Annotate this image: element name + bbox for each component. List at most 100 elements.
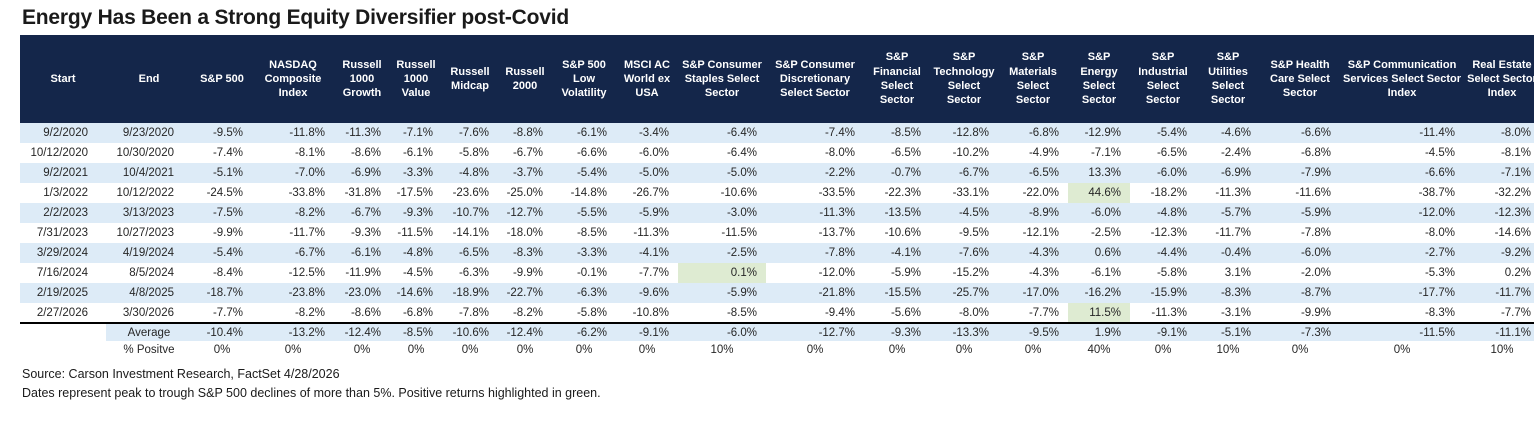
return-cell: -8.7%: [1260, 283, 1340, 303]
return-cell: -25.0%: [506, 187, 543, 199]
return-cell: -2.0%: [1300, 267, 1331, 279]
return-cell: -7.1%: [1090, 147, 1121, 159]
return-cell: -22.0%: [1022, 187, 1059, 199]
average-value: -12.4%: [334, 322, 390, 341]
column-header: S&P Utilities Select Sector: [1196, 35, 1260, 123]
return-cell: -10.6%: [720, 187, 757, 199]
pct-positive-value: 0%: [1130, 341, 1196, 359]
return-cell: -4.6%: [1196, 123, 1260, 143]
return-cell: -9.5%: [958, 227, 989, 239]
return-cell: -8.3%: [1424, 306, 1455, 319]
column-header: S&P Industrial Select Sector: [1130, 35, 1196, 123]
average-value: -9.3%: [864, 322, 930, 341]
return-cell: -3.3%: [390, 163, 442, 183]
table-row: 7/31/2023 10/27/2023 -9.9% -11.7% -9.3% -11.5…: [20, 223, 1534, 243]
return-cell: -9.4%: [824, 306, 855, 319]
return-cell: -12.8%: [930, 123, 998, 143]
return-cell: -31.8%: [344, 187, 381, 199]
return-cell: -6.0%: [638, 147, 669, 159]
column-header: S&P 500: [192, 35, 252, 123]
return-cell: -14.6%: [390, 283, 442, 303]
return-cell: -8.1%: [294, 147, 325, 159]
return-cell: -26.7%: [632, 187, 669, 199]
return-cell: -2.4%: [1220, 147, 1251, 159]
table-row: 2/19/2025 4/8/2025 -18.7% -23.8% -23.0% -14.6…: [20, 283, 1534, 303]
return-cell: -4.8%: [1130, 203, 1196, 223]
return-cell: -6.8%: [1300, 147, 1331, 159]
average-value: -13.2%: [252, 322, 334, 341]
return-cell: -7.5%: [192, 203, 252, 223]
return-cell: -6.6%: [1260, 123, 1340, 143]
return-cell: -6.7%: [930, 163, 998, 183]
return-cell: -7.1%: [1464, 163, 1534, 183]
return-cell: -6.1%: [1090, 267, 1121, 279]
date-cell: 10/12/2022: [116, 187, 174, 199]
return-cell: -8.2%: [252, 203, 334, 223]
return-cell: -10.8%: [632, 306, 669, 319]
column-header: Russell 2000: [498, 35, 552, 123]
return-cell: -12.5%: [288, 267, 325, 279]
return-cell: -5.0%: [678, 163, 766, 183]
return-cell: 13.3%: [1068, 163, 1130, 183]
column-header: Russell 1000 Growth: [334, 35, 390, 123]
return-cell: -11.3%: [766, 203, 864, 223]
return-cell: -11.9%: [345, 267, 381, 279]
return-cell: -6.7%: [252, 243, 334, 263]
return-cell: -17.7%: [1340, 283, 1464, 303]
return-cell: -11.7%: [1215, 227, 1251, 239]
return-cell: -5.9%: [1260, 203, 1340, 223]
return-cell: -6.4%: [678, 123, 766, 143]
column-header: Russell 1000 Value: [390, 35, 442, 123]
return-cell: -5.8%: [458, 147, 489, 159]
return-cell: -6.1%: [402, 147, 433, 159]
return-cell: -4.3%: [1028, 267, 1059, 279]
column-header: Start: [20, 35, 106, 123]
date-cell: 10/30/2020: [116, 147, 174, 159]
column-header: S&P Health Care Select Sector: [1260, 35, 1340, 123]
return-cell: -5.4%: [552, 163, 616, 183]
return-cell: -0.1%: [576, 267, 607, 279]
pct-positive-value: 0%: [1260, 341, 1340, 359]
return-cell: -8.6%: [350, 306, 381, 319]
return-cell: -2.7%: [1340, 243, 1464, 263]
date-cell: 10/4/2021: [106, 163, 192, 183]
return-cell: -8.0%: [1464, 123, 1534, 143]
return-cell: -9.9%: [1300, 306, 1331, 319]
return-cell: -6.3%: [552, 283, 616, 303]
table-row: 9/2/2020 9/23/2020 -9.5% -11.8% -11.3% -7.1% -…: [20, 123, 1534, 143]
return-cell: -13.7%: [818, 227, 855, 239]
return-cell: -4.5%: [1424, 147, 1455, 159]
return-cell: -0.7%: [864, 163, 930, 183]
return-cell: -8.5%: [864, 123, 930, 143]
table-row: 3/29/2024 4/19/2024 -5.4% -6.7% -6.1% -4.8% -6…: [20, 243, 1534, 263]
return-cell: -3.7%: [498, 163, 552, 183]
column-header: Russell Midcap: [442, 35, 498, 123]
blank-cell: [20, 322, 106, 341]
pct-positive-value: 0%: [930, 341, 998, 359]
column-header: Real Estate Select Sector Index: [1464, 35, 1534, 123]
column-header: MSCI AC World ex USA: [616, 35, 678, 123]
date-cell: 3/13/2023: [106, 203, 192, 223]
date-cell: 10/12/2020: [30, 147, 88, 159]
average-value: -11.5%: [1340, 322, 1464, 341]
return-cell: -11.3%: [1151, 306, 1187, 319]
return-cell: -7.8%: [766, 243, 864, 263]
return-cell: -24.5%: [206, 187, 243, 199]
pct-positive-value: 10%: [1196, 341, 1260, 359]
return-cell: -8.8%: [498, 123, 552, 143]
return-cell: -6.0%: [1130, 163, 1196, 183]
return-cell: -2.5%: [678, 243, 766, 263]
table-row: 2/27/2026 3/30/2026 -7.7% -8.2% -8.6% -6.8% -7…: [20, 303, 1534, 323]
return-cell: -11.3%: [633, 227, 669, 239]
average-value: -10.6%: [442, 322, 498, 341]
return-cell: -10.7%: [442, 203, 498, 223]
return-cell: -3.3%: [552, 243, 616, 263]
return-cell: 3.1%: [1224, 267, 1251, 279]
return-cell: 0.6%: [1068, 243, 1130, 263]
return-cell: -33.5%: [818, 187, 855, 199]
return-cell: -8.6%: [350, 147, 381, 159]
page: Energy Has Been a Strong Equity Diversif…: [0, 6, 1534, 422]
date-cell: 7/16/2024: [36, 267, 88, 279]
average-value: -13.3%: [930, 322, 998, 341]
return-cell: -4.9%: [1028, 147, 1059, 159]
